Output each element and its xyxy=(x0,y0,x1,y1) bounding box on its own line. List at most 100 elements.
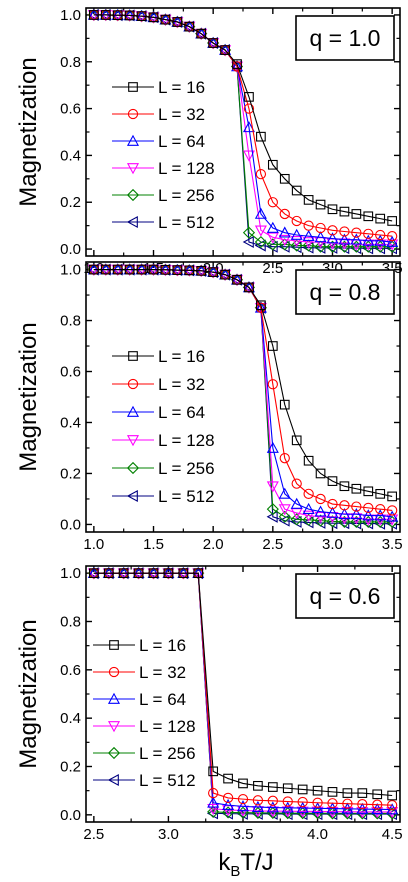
data-point xyxy=(314,514,327,527)
data-point xyxy=(339,226,350,237)
data-point xyxy=(350,233,363,245)
data-point xyxy=(312,785,323,796)
data-point xyxy=(242,150,255,162)
data-point xyxy=(351,501,362,512)
legend-label: L = 32 xyxy=(158,375,205,394)
legend-label: L = 512 xyxy=(139,771,196,790)
legend-label: L = 64 xyxy=(139,690,186,709)
data-point xyxy=(315,468,326,479)
data-point xyxy=(375,503,386,515)
y-tick-label: 1.0 xyxy=(60,565,81,582)
data-point xyxy=(237,793,249,805)
legend-marker xyxy=(126,405,140,417)
data-point xyxy=(278,487,291,499)
data-point xyxy=(386,231,398,242)
data-point xyxy=(290,236,303,248)
legend-label: L = 16 xyxy=(139,636,186,655)
data-point xyxy=(362,509,375,521)
data-point xyxy=(253,780,263,791)
y-tick-label: 0.6 xyxy=(60,662,81,679)
data-point xyxy=(184,21,195,32)
data-point xyxy=(375,489,386,499)
legend-marker xyxy=(126,489,138,503)
data-point xyxy=(363,228,374,239)
legend-label: L = 512 xyxy=(158,213,215,232)
data-point xyxy=(208,267,219,277)
data-point xyxy=(372,789,383,800)
data-point xyxy=(172,265,183,275)
data-point xyxy=(266,481,279,493)
data-point xyxy=(89,10,99,20)
data-point xyxy=(207,803,220,816)
x-tick-label: 1.5 xyxy=(143,260,164,277)
data-point xyxy=(244,92,254,102)
y-tick-label: 0.8 xyxy=(60,313,81,330)
y-tick-label: 1.0 xyxy=(60,7,81,24)
q-annotation: q = 0.6 xyxy=(295,573,395,619)
data-point xyxy=(351,209,362,219)
data-point xyxy=(357,788,368,798)
data-point xyxy=(350,507,363,520)
legend-label: L = 16 xyxy=(158,78,205,97)
data-point xyxy=(303,488,314,500)
x-tick-label: 3.0 xyxy=(322,536,343,553)
data-point xyxy=(302,239,315,252)
series-line xyxy=(93,572,393,797)
data-point xyxy=(208,766,219,777)
legend-label: L = 128 xyxy=(158,431,215,450)
legend-marker xyxy=(128,82,138,92)
data-point xyxy=(314,505,327,517)
data-point xyxy=(266,503,279,516)
y-axis-label: Magnetization xyxy=(15,322,42,471)
data-point xyxy=(386,515,399,528)
data-point xyxy=(118,568,129,579)
y-tick-label: 0.8 xyxy=(60,54,81,71)
data-point xyxy=(326,515,339,528)
x-tick-label: 3.5 xyxy=(233,826,254,843)
x-axis-label-subscript: B xyxy=(230,863,240,880)
legend-label: L = 16 xyxy=(158,347,205,366)
x-tick-label: 1.5 xyxy=(143,536,164,553)
data-point xyxy=(256,300,266,311)
data-point xyxy=(326,232,339,244)
data-point xyxy=(338,240,351,253)
data-point xyxy=(160,264,171,275)
data-point xyxy=(297,796,308,808)
legend-marker xyxy=(126,435,140,447)
data-point xyxy=(254,239,266,252)
data-point xyxy=(256,131,266,142)
x-tick-label: 3.0 xyxy=(158,826,179,843)
y-axis-label: Magnetization xyxy=(15,57,42,206)
data-point xyxy=(351,483,362,494)
data-point xyxy=(178,568,189,579)
data-point xyxy=(302,229,315,242)
x-axis-label-main: k xyxy=(218,849,231,876)
data-point xyxy=(279,453,290,464)
data-point xyxy=(386,510,399,522)
data-point xyxy=(311,802,324,814)
data-point xyxy=(236,800,250,812)
data-point xyxy=(223,773,233,784)
chart-panel-3: 2.5 3.0 3.5 4.0 4.5 0.0 0.2 0.4 0.6 0.8 1.0 Magneti… xyxy=(15,565,403,843)
data-point xyxy=(327,498,338,510)
q-annotation-box xyxy=(295,573,395,619)
data-point xyxy=(279,173,290,184)
y-tick-label: 0.2 xyxy=(60,758,81,775)
x-tick-label: 2.0 xyxy=(203,536,224,553)
data-point xyxy=(342,788,353,798)
series-line xyxy=(93,269,393,497)
data-point xyxy=(89,264,99,275)
legend: L = 16 L = 32 L = 64 L = 128 L = 256 L = 512 xyxy=(112,347,215,506)
data-point xyxy=(148,568,159,579)
chart-panel-2: 1.0 1.5 2.0 2.5 3.0 3.5 0.0 0.2 0.4 0.6 0.8 1.0 Magn… xyxy=(15,261,403,553)
data-point xyxy=(338,233,351,245)
data-point xyxy=(207,796,220,808)
data-point xyxy=(372,799,383,810)
data-point xyxy=(297,784,308,795)
legend-label: L = 256 xyxy=(139,744,196,763)
data-point xyxy=(291,478,302,489)
data-point xyxy=(290,513,303,526)
x-tick-label: 2.5 xyxy=(262,536,283,553)
series-line xyxy=(93,14,393,222)
legend-marker xyxy=(109,640,119,650)
